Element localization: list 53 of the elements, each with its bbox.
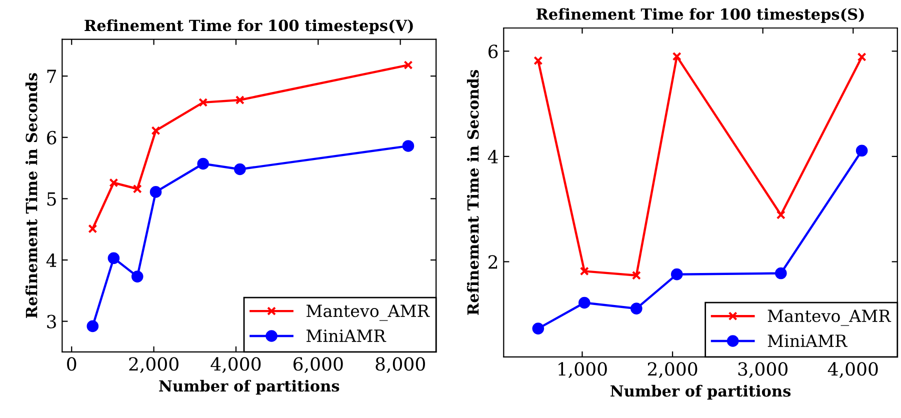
x-tick-label: 4,000 <box>828 362 878 378</box>
y-tick-label: 4 <box>46 253 56 267</box>
legend-label: MiniAMR <box>768 334 848 347</box>
point <box>776 210 786 220</box>
x-tick-label: 2,000 <box>648 362 698 378</box>
x-tick-label: 6,000 <box>294 357 343 373</box>
point <box>86 320 99 332</box>
y-tick-label: 3 <box>47 314 56 328</box>
y-axis-title: Refinement Time in Seconds <box>25 73 38 318</box>
x-tick-label: 8,000 <box>376 357 425 373</box>
y-tick-label: 6 <box>488 44 498 58</box>
point <box>672 52 682 61</box>
legend-label: MiniAMR <box>306 330 386 342</box>
x-tick-label: 1,000 <box>558 362 607 378</box>
chart-title: Refinement Time for 100 timesteps(V) <box>84 19 413 34</box>
point <box>856 144 868 157</box>
point <box>88 224 98 234</box>
x-tick-label: 3,000 <box>738 362 788 378</box>
point <box>132 184 142 194</box>
x-tick-label: 4,000 <box>210 357 261 373</box>
x-tick-label: 2,000 <box>129 357 178 373</box>
y-tick-label: 4 <box>488 150 498 164</box>
y-axis-title: Refinement Time in Seconds <box>466 70 479 315</box>
legend-label: Mantevo_AMR <box>306 304 430 321</box>
point <box>131 270 144 282</box>
legend-label: Mantevo_AMR <box>768 310 892 326</box>
chart-title: Refinement Time for 100 timesteps(S) <box>536 8 864 23</box>
point <box>534 56 543 66</box>
point <box>197 158 210 170</box>
point <box>580 266 589 276</box>
x-axis-title: Number of partitions <box>159 380 340 395</box>
point <box>630 302 642 314</box>
point <box>578 296 590 309</box>
y-tick-label: 7 <box>47 70 56 83</box>
x-tick-label: 0 <box>67 357 76 371</box>
y-tick-label: 5 <box>47 192 56 206</box>
point <box>774 267 787 280</box>
point <box>632 270 641 280</box>
x-axis-title: Number of partitions <box>610 384 791 400</box>
point <box>404 60 413 70</box>
point <box>150 186 162 198</box>
point <box>532 322 544 334</box>
point <box>402 140 414 152</box>
point <box>857 52 866 62</box>
point <box>235 95 244 105</box>
y-tick-label: 2 <box>488 255 498 269</box>
y-tick-label: 6 <box>47 130 56 144</box>
point <box>198 98 208 107</box>
point <box>108 252 120 264</box>
point <box>109 178 118 188</box>
point <box>234 163 246 176</box>
point <box>670 268 683 280</box>
point <box>151 126 160 136</box>
